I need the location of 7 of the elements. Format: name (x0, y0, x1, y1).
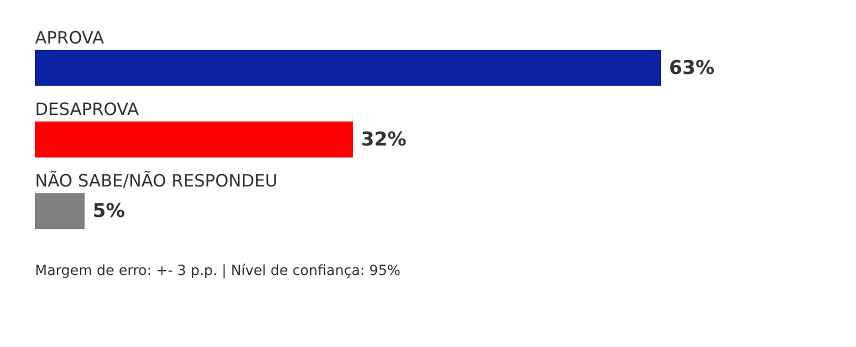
y-tick-label: NÃO SABE/NÃO RESPONDEU (35, 170, 278, 192)
y-tick-label: DESAPROVA (35, 100, 140, 120)
text: Margem de erro: +- 3 p.p. | Nível de confiança: 95% (35, 263, 400, 279)
y-tick-label: APROVA (35, 28, 104, 48)
data-label: 63% (669, 56, 714, 79)
data-label: 32% (360, 128, 406, 150)
data-label: 5% (92, 200, 125, 222)
